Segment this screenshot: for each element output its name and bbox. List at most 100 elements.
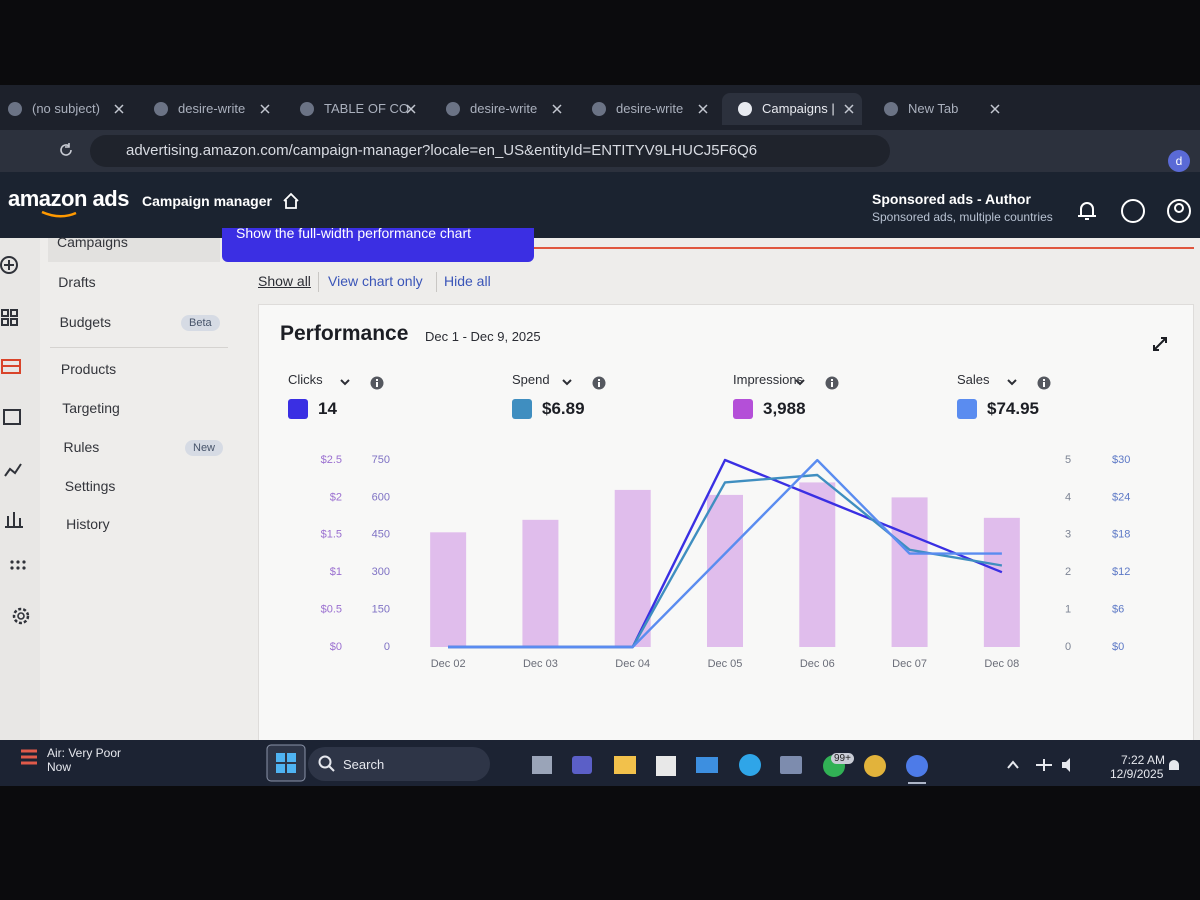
taskbar [0, 740, 1200, 786]
metric-controls[interactable] [1007, 376, 1097, 390]
bar [522, 519, 559, 647]
tab-title: desire-write [470, 101, 538, 116]
y-tick-label: $0 [1112, 641, 1124, 653]
metric-controls[interactable] [795, 376, 885, 390]
line-series [448, 458, 1002, 649]
y-tick-label: 450 [372, 529, 390, 541]
sidebar-item[interactable]: Targeting [62, 400, 120, 416]
weather-time: Now [47, 760, 72, 774]
tab-favicon [8, 102, 22, 116]
search-icon [318, 755, 335, 772]
tab-favicon [884, 102, 898, 116]
search-box[interactable] [308, 747, 490, 781]
account-detail: Sponsored ads, multiple countries [872, 210, 1053, 224]
y-tick-label: $0 [330, 641, 342, 653]
tab-close[interactable] [552, 104, 562, 114]
x-tick-label: Dec 06 [800, 658, 835, 670]
sidebar-selected [48, 238, 220, 262]
app-name[interactable]: Campaign manager [142, 193, 272, 209]
start-button[interactable] [266, 744, 306, 782]
y-tick-label: $2 [330, 491, 342, 503]
y-tick-label: 300 [372, 566, 390, 578]
tab-title: New Tab [908, 101, 959, 116]
sidebar-item[interactable]: Rules [63, 439, 100, 455]
rail-icons[interactable] [0, 250, 34, 630]
home-icon[interactable] [282, 192, 300, 210]
metric-name[interactable]: Clicks [288, 372, 323, 387]
notification-badge: 99+ [831, 753, 854, 764]
metric-swatch [957, 399, 977, 419]
tab-title: desire-write [616, 101, 684, 116]
header-icons[interactable] [1074, 198, 1194, 226]
y-tick-label: 150 [372, 604, 390, 616]
metric-name[interactable]: Spend [512, 372, 550, 387]
metric-value: 3,988 [733, 399, 806, 419]
browser-tab[interactable]: desire-write [576, 93, 716, 125]
sidebar-item[interactable]: Products [60, 361, 117, 377]
metric-name[interactable]: Impressions [733, 372, 804, 387]
tab-title: desire-write [178, 101, 246, 116]
tab-favicon [300, 102, 314, 116]
card-title: Performance [280, 322, 409, 345]
date-range[interactable]: Dec 1 - Dec 9, 2025 [425, 329, 541, 344]
search-text: Search [343, 757, 385, 772]
metric-controls[interactable] [340, 376, 430, 390]
browser-tab[interactable]: TABLE OF CO [284, 93, 424, 125]
notification-bell[interactable] [1166, 757, 1182, 775]
sidebar-item[interactable]: Budgets [59, 314, 111, 330]
x-tick-label: Dec 08 [984, 658, 1019, 670]
tab-close[interactable] [698, 104, 708, 114]
bar [430, 532, 467, 647]
browser-tab[interactable]: desire-write [138, 93, 278, 125]
y-tick-label: 0 [384, 641, 390, 653]
x-tick-label: Dec 03 [523, 658, 558, 670]
metric-value: $6.89 [512, 399, 585, 419]
metric-name[interactable]: Sales [957, 372, 990, 387]
sidebar-item[interactable]: Campaigns [57, 234, 128, 250]
view-link[interactable]: Hide all [444, 273, 491, 289]
link-divider [436, 272, 437, 292]
tab-close[interactable] [844, 104, 854, 114]
reload-icon[interactable] [58, 142, 74, 158]
sidebar-divider [50, 347, 228, 348]
profile-button[interactable]: d [1168, 150, 1190, 172]
tray-icons[interactable] [1006, 756, 1076, 774]
browser-tab[interactable]: Campaigns | [722, 93, 862, 125]
logo[interactable]: amazon ads [8, 186, 129, 211]
browser-tab[interactable]: (no subject) [0, 93, 132, 125]
toast-text: Show the full-width performance chart [236, 228, 471, 241]
address-bar[interactable]: advertising.amazon.com/campaign-manager?… [90, 135, 890, 167]
weather-text[interactable]: Air: Very Poor [47, 746, 122, 760]
toast[interactable]: Show the full-width performance chart [222, 228, 534, 262]
tab-favicon [738, 102, 752, 116]
tab-favicon [592, 102, 606, 116]
tab-close[interactable] [114, 104, 124, 114]
bar [707, 494, 743, 647]
metric-value: $74.95 [957, 399, 1039, 419]
expand-icon[interactable] [1152, 336, 1168, 352]
app-header [0, 172, 1200, 238]
account-name[interactable]: Sponsored ads - Author [872, 191, 1031, 207]
tab-close[interactable] [406, 104, 416, 114]
view-link[interactable]: Show all [258, 273, 311, 289]
browser-tab[interactable]: New Tab [868, 93, 1008, 125]
metric-controls[interactable] [562, 376, 652, 390]
tab-close[interactable] [260, 104, 270, 114]
y-tick-label: 600 [372, 491, 390, 503]
x-tick-label: Dec 05 [708, 658, 743, 670]
alert-border [534, 247, 1194, 249]
metric-value: 14 [288, 399, 337, 419]
view-link[interactable]: View chart only [328, 273, 423, 289]
browser-tab[interactable]: desire-write [430, 93, 570, 125]
sidebar-item[interactable]: History [66, 516, 110, 532]
taskbar-apps[interactable] [528, 750, 938, 784]
tab-close[interactable] [990, 104, 1000, 114]
tab-title: Campaigns | [762, 101, 835, 116]
sidebar-item[interactable]: Settings [64, 478, 116, 494]
tab-favicon [446, 102, 460, 116]
logo-smile [41, 210, 77, 218]
y-tick-label: $12 [1112, 566, 1130, 578]
sidebar-item[interactable]: Drafts [58, 274, 96, 290]
